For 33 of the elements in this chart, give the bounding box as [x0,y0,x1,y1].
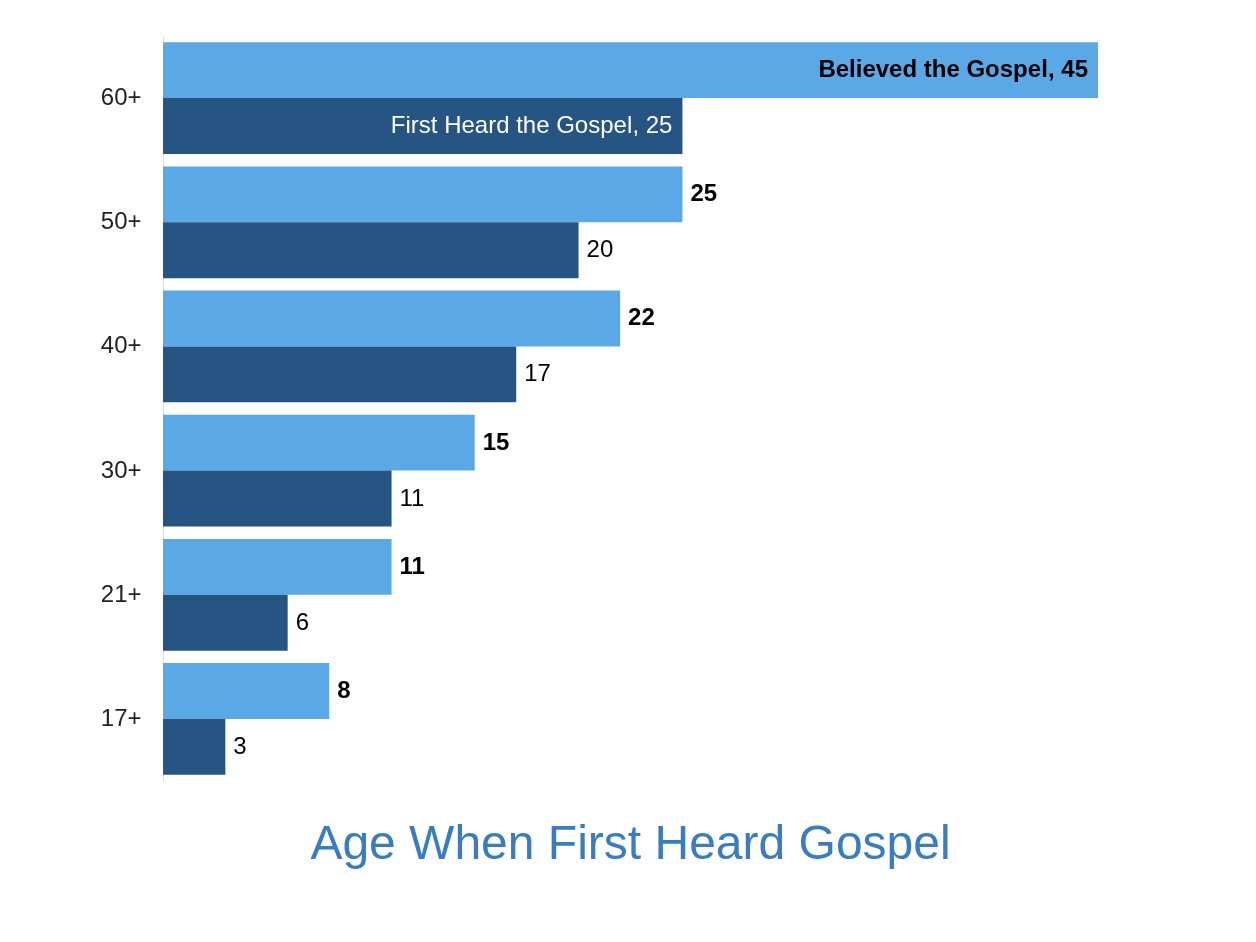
data-label: 15 [482,427,510,455]
data-label: 20 [586,235,614,263]
data-label: , 45 [1047,55,1088,83]
data-label: 8 [337,675,351,703]
y-tick-label: 60+ [100,83,142,111]
data-label: 25 [690,179,718,207]
y-tick-label: 30+ [100,455,142,483]
bar [163,42,1098,99]
bar [163,718,226,775]
series-label: Believed the Gospel [818,55,1048,83]
y-tick-label: 17+ [100,703,142,731]
bar [163,594,288,651]
bar [163,290,621,347]
y-tick-label: 40+ [100,331,142,359]
data-label: 11 [399,483,425,511]
data-label: 11 [399,551,425,579]
data-label: 17 [524,359,551,387]
data-label: , 25 [632,111,673,139]
bar [163,538,392,595]
data-label: 22 [628,303,655,331]
series-label: First Heard the Gospel [390,111,633,139]
bar [163,470,392,527]
bar [163,98,683,154]
bar [163,346,517,403]
text: Age When First Heard Gospel [310,816,951,869]
bar [163,414,475,471]
bar [163,166,683,223]
y-tick-label: 21+ [100,579,142,607]
bar [163,222,579,279]
data-label: 3 [233,731,247,759]
bar [163,663,330,719]
data-label: 6 [295,607,310,635]
y-tick-label: 50+ [100,207,142,235]
